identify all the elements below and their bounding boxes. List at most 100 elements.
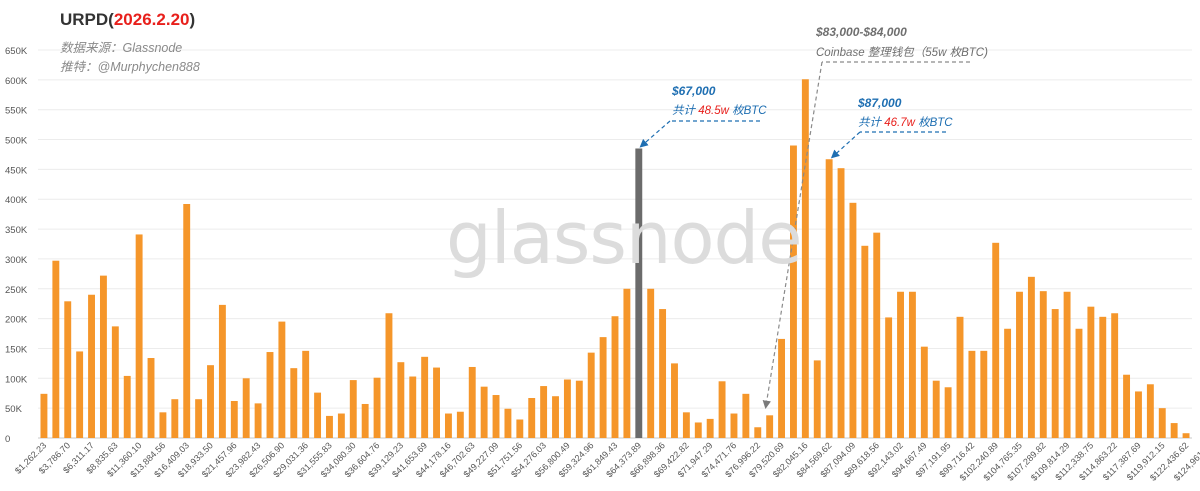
- bar: [1146, 384, 1154, 438]
- bar: [1075, 328, 1083, 438]
- bar: [623, 288, 631, 438]
- bar: [385, 313, 393, 438]
- bar: [694, 422, 702, 438]
- bar: [1063, 291, 1071, 438]
- bar: [337, 413, 345, 438]
- x-axis: $1,262.23$3,786.70$6,311.17$8,835.63$11,…: [13, 440, 1200, 482]
- y-tick-label: 250K: [5, 285, 28, 296]
- bar: [349, 380, 357, 438]
- bar: [1099, 316, 1107, 438]
- bar: [492, 395, 500, 438]
- bar: [40, 393, 48, 438]
- annotation-87k-prefix: 共计: [858, 117, 885, 129]
- y-tick-label: 550K: [5, 106, 28, 117]
- bar: [52, 260, 60, 438]
- bar: [682, 412, 690, 438]
- bar: [421, 356, 429, 438]
- bar: [480, 386, 488, 438]
- bar: [504, 408, 512, 438]
- bar: [885, 317, 893, 438]
- bar: [1027, 276, 1035, 438]
- bar: [1135, 391, 1142, 438]
- bar: [825, 159, 833, 438]
- bar: [254, 403, 262, 438]
- annotation-83k-note: Coinbase 整理钱包（55w 枚BTC): [816, 47, 988, 59]
- bar: [444, 413, 452, 438]
- y-tick-label: 500K: [5, 136, 28, 147]
- bar: [171, 399, 179, 438]
- bar: [64, 301, 72, 438]
- bar: [1170, 423, 1178, 438]
- bar: [754, 427, 762, 438]
- bar: [159, 412, 167, 438]
- bar: [671, 363, 678, 438]
- annotation-67k-suffix: 枚BTC: [728, 105, 767, 117]
- bar: [552, 396, 559, 438]
- y-tick-label: 100K: [5, 374, 28, 385]
- annotation-83k: $83,000-$84,000 Coinbase 整理钱包（55w 枚BTC): [816, 25, 988, 60]
- annotation-67k: $67,000 共计 48.5w 枚BTC: [672, 84, 767, 118]
- bar: [326, 415, 333, 438]
- bar: [1016, 291, 1023, 438]
- annotation-87k-amount: 46.7w: [884, 117, 915, 129]
- annotation-67k-price: $67,000: [672, 84, 716, 98]
- bar: [1182, 433, 1190, 438]
- annotation-87k-suffix: 枚BTC: [914, 117, 953, 129]
- bar: [1051, 309, 1059, 438]
- annotation-87k-total: 共计 46.7w 枚BTC: [858, 114, 953, 130]
- bar: [99, 275, 107, 438]
- bar: [195, 399, 203, 438]
- bar: [611, 316, 619, 438]
- bar: [147, 358, 155, 438]
- bar: [230, 400, 238, 438]
- y-tick-label: 400K: [5, 195, 28, 206]
- bar: [540, 386, 548, 438]
- bar: [647, 288, 655, 438]
- bar: [766, 415, 774, 438]
- bar: [944, 387, 952, 438]
- bar: [468, 366, 476, 438]
- bar: [207, 365, 214, 438]
- bars: [40, 79, 1190, 438]
- annotation-67k-amount: 48.5w: [698, 105, 729, 117]
- bar: [563, 379, 571, 438]
- bar: [659, 309, 667, 438]
- bar: [992, 242, 1000, 438]
- bar: [706, 418, 714, 438]
- callout-arrow-87k: [830, 131, 861, 159]
- bar: [837, 168, 845, 438]
- bar: [516, 419, 524, 438]
- y-axis: 0 50K 100K 150K 200K 250K 300K 350K 400K 450K 500K…: [5, 46, 28, 445]
- bar: [873, 232, 881, 438]
- annotation-83k-price: $83,000-$84,000: [816, 25, 907, 39]
- bar: [111, 326, 119, 438]
- bar: [373, 377, 381, 438]
- bar: [290, 368, 298, 438]
- bar: [813, 360, 821, 438]
- bar: [528, 398, 536, 438]
- title-date: 2026.2.20: [113, 10, 190, 29]
- callout-arrow-67k: [639, 120, 671, 148]
- annotation-67k-prefix: 共计: [672, 105, 699, 117]
- callout-arrow-83k: [762, 61, 823, 409]
- bar: [266, 352, 274, 438]
- bar: [218, 304, 226, 438]
- bar: [135, 234, 143, 438]
- y-tick-label: 450K: [5, 165, 28, 176]
- bar: [456, 411, 464, 438]
- y-tick-label: 50K: [5, 404, 23, 415]
- bar: [778, 338, 786, 438]
- bar: [1004, 328, 1012, 438]
- bar: [932, 380, 940, 438]
- bar: [1158, 408, 1166, 438]
- bar: [908, 291, 916, 438]
- bar: [599, 337, 607, 438]
- bar: [409, 376, 417, 438]
- annotation-arrows: [639, 61, 970, 409]
- annotation-87k-price: $87,000: [858, 96, 902, 110]
- data-source: 数据来源：Glassnode: [60, 41, 183, 55]
- twitter-handle: 推特：@Murphychen888: [60, 60, 200, 74]
- y-tick-label: 350K: [5, 225, 28, 236]
- y-tick-label: 650K: [5, 46, 28, 57]
